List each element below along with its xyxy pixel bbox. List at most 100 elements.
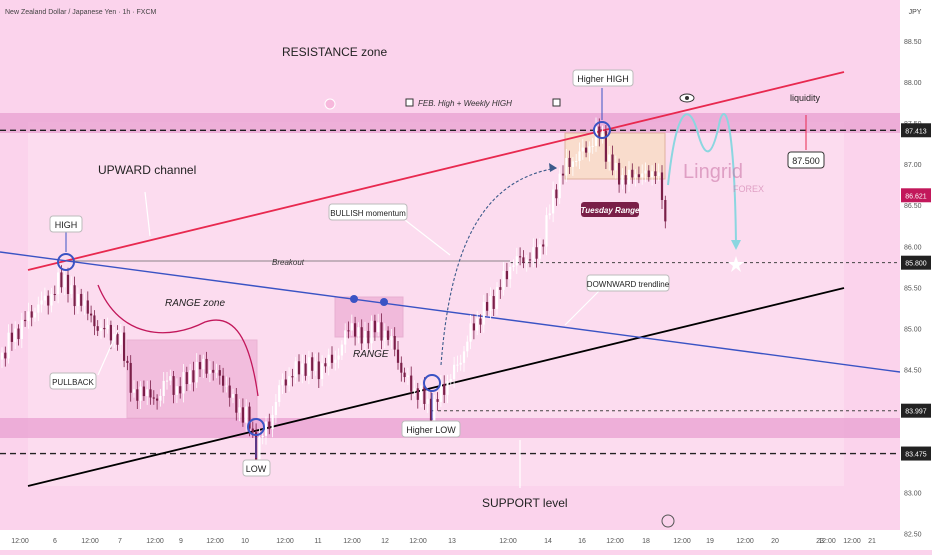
- candle-61: [202, 354, 205, 378]
- candle-142: [469, 314, 472, 350]
- candle-158: [522, 250, 525, 269]
- candle-151: [499, 279, 502, 299]
- candle-155: [512, 259, 515, 272]
- time-tick-7: 10: [241, 538, 249, 545]
- candle-196: [647, 165, 650, 182]
- breakout-label: Breakout: [272, 258, 305, 267]
- candle-87: [288, 367, 291, 392]
- time-tick-5: 9: [179, 538, 183, 545]
- candle-65: [215, 363, 218, 379]
- candle-69: [228, 377, 231, 407]
- candle-138: [456, 355, 459, 373]
- candle-192: [634, 169, 637, 187]
- candle-88: [291, 368, 294, 387]
- upward-channel-lower-line: [27, 287, 845, 487]
- time-tick-23: 12:00: [818, 538, 836, 545]
- candle-94: [311, 352, 314, 379]
- lightning-icon: [661, 514, 675, 528]
- upward-channel-upper-line: [27, 71, 845, 271]
- time-axis[interactable]: [0, 530, 900, 550]
- price-tick-8: 84.50: [904, 367, 922, 374]
- time-tick-11: 12: [381, 538, 389, 545]
- candle-175: [578, 142, 581, 170]
- svg-text:83.997: 83.997: [905, 409, 927, 416]
- candle-191: [631, 163, 634, 184]
- candle-135: [446, 374, 449, 404]
- svg-text:83.475: 83.475: [905, 452, 927, 459]
- candle-51: [169, 369, 172, 386]
- higher-high-marker: [593, 121, 611, 139]
- target-star-icon: [728, 256, 744, 272]
- candle-84: [278, 379, 281, 407]
- pullback-callout: PULLBACK: [49, 372, 97, 390]
- time-tick-0: 12:00: [11, 538, 29, 545]
- candle-86: [284, 371, 287, 393]
- upward-channel-label: UPWARD channel: [98, 163, 196, 177]
- range-zone-box: [126, 339, 258, 419]
- candle-10: [33, 307, 37, 322]
- candle-121: [400, 356, 403, 382]
- range-top-marker-2: [380, 298, 388, 306]
- price-tick-1: 88.00: [904, 80, 922, 87]
- candle-14: [47, 290, 50, 315]
- candle-107: [354, 316, 357, 346]
- lingrid-watermark: Lingrid FOREX: [683, 161, 764, 194]
- higher-low-marker: [423, 374, 441, 392]
- resistance-zone-label: RESISTANCE zone: [282, 45, 387, 59]
- candle-127: [420, 379, 423, 408]
- time-tick-18: 18: [642, 538, 650, 545]
- candle-35: [116, 325, 119, 351]
- candle-141: [466, 335, 469, 358]
- candle-44: [146, 380, 149, 405]
- candle-9: [30, 305, 33, 327]
- candle-7: [24, 311, 27, 327]
- time-tick-25: 23: [816, 538, 824, 545]
- higher-low-callout: Higher LOW: [401, 420, 461, 438]
- svg-text:DOWNWARD trendline: DOWNWARD trendline: [587, 280, 670, 289]
- candle-45: [149, 380, 152, 405]
- time-tick-14: 12:00: [499, 538, 517, 545]
- svg-text:Higher HIGH: Higher HIGH: [577, 74, 629, 84]
- candle-186: [614, 155, 617, 179]
- candle-166: [548, 204, 551, 220]
- candle-145: [479, 314, 482, 333]
- candle-49: [162, 372, 165, 404]
- channel-pointer: [144, 191, 151, 237]
- candles-group: [0, 117, 667, 472]
- candle-190: [627, 161, 631, 192]
- svg-text:Higher LOW: Higher LOW: [406, 425, 456, 435]
- tag-85800: 85.800: [901, 255, 931, 270]
- candle-159: [525, 255, 528, 272]
- candle-193: [637, 166, 640, 184]
- svg-text:BULLISH momentum: BULLISH momentum: [330, 209, 406, 218]
- time-tick-20: 19: [706, 538, 714, 545]
- svg-text:Tuesday Range: Tuesday Range: [581, 206, 641, 215]
- time-ticks: 12:00 6 12:00 7 12:00 9 12:00 10 12:00 11 12:00 12 1…: [11, 538, 876, 545]
- downward-trendline: [0, 251, 901, 373]
- candle-62: [205, 351, 208, 378]
- tag-83475: 83.475: [901, 446, 931, 461]
- time-tick-17: 12:00: [606, 538, 624, 545]
- candle-29: [96, 320, 99, 337]
- higher-high-callout: Higher HIGH: [572, 69, 634, 87]
- candle-201: [664, 195, 667, 229]
- time-tick-24: 21: [868, 538, 876, 545]
- candle-54: [179, 377, 182, 399]
- svg-text:87.413: 87.413: [905, 128, 927, 135]
- bullish-momentum-arrow: [440, 167, 558, 366]
- bullish-momentum-arrow-head: [549, 163, 557, 172]
- candle-162: [535, 238, 538, 268]
- candle-149: [492, 289, 495, 316]
- candle-105: [347, 321, 350, 339]
- candle-136: [449, 374, 452, 386]
- time-tick-16: 16: [578, 538, 586, 545]
- svg-text:85.800: 85.800: [905, 261, 927, 268]
- time-tick-6: 12:00: [206, 538, 224, 545]
- time-tick-13: 13: [448, 538, 456, 545]
- candle-55: [182, 364, 185, 403]
- candle-68: [225, 376, 228, 393]
- candle-134: [443, 375, 446, 404]
- tuesday-range-callout: Tuesday Range: [581, 202, 641, 217]
- candle-117: [387, 326, 390, 346]
